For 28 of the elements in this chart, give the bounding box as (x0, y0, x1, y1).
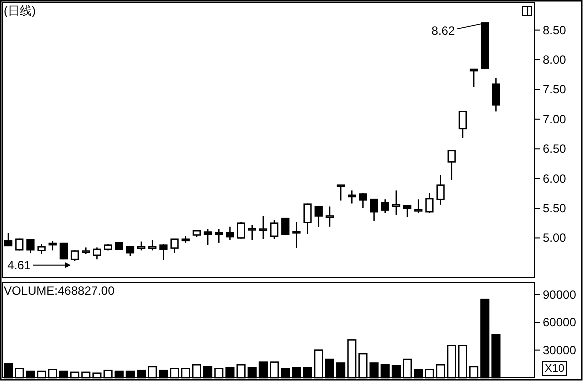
y-tick-label: 30000 (543, 343, 577, 358)
candlestick (292, 222, 301, 249)
annotation: 8.62 (432, 24, 456, 38)
candlestick (248, 224, 256, 241)
y-tick-label: 7.00 (543, 112, 567, 126)
annotation: 4.61 (8, 258, 32, 272)
y-tick-label: 5.50 (543, 202, 567, 216)
candlestick (492, 78, 500, 112)
chart-title: (日线) (4, 4, 36, 18)
candlestick (93, 247, 102, 260)
candlestick (426, 192, 434, 214)
y-tick-label: 6.50 (543, 142, 567, 156)
candlestick (226, 226, 234, 241)
y-tick-label: 5.00 (543, 231, 567, 246)
y-tick-label: 90000 (543, 288, 577, 302)
y-tick-label: 60000 (543, 316, 577, 330)
chart-title: VOLUME:468827.00 (4, 284, 116, 298)
y-tick-label: 6.00 (543, 172, 567, 186)
y-tick-label: 8.50 (543, 23, 567, 38)
y-tick-label: 8.00 (543, 53, 567, 68)
y-axis-title: X10 (545, 363, 565, 375)
y-tick-label: 7.50 (543, 82, 567, 97)
candlestick (326, 206, 334, 228)
candlestick (436, 174, 445, 206)
candlestick (392, 190, 401, 216)
candlestick (348, 190, 356, 204)
candlestick (381, 198, 390, 214)
candlestick (259, 216, 268, 240)
